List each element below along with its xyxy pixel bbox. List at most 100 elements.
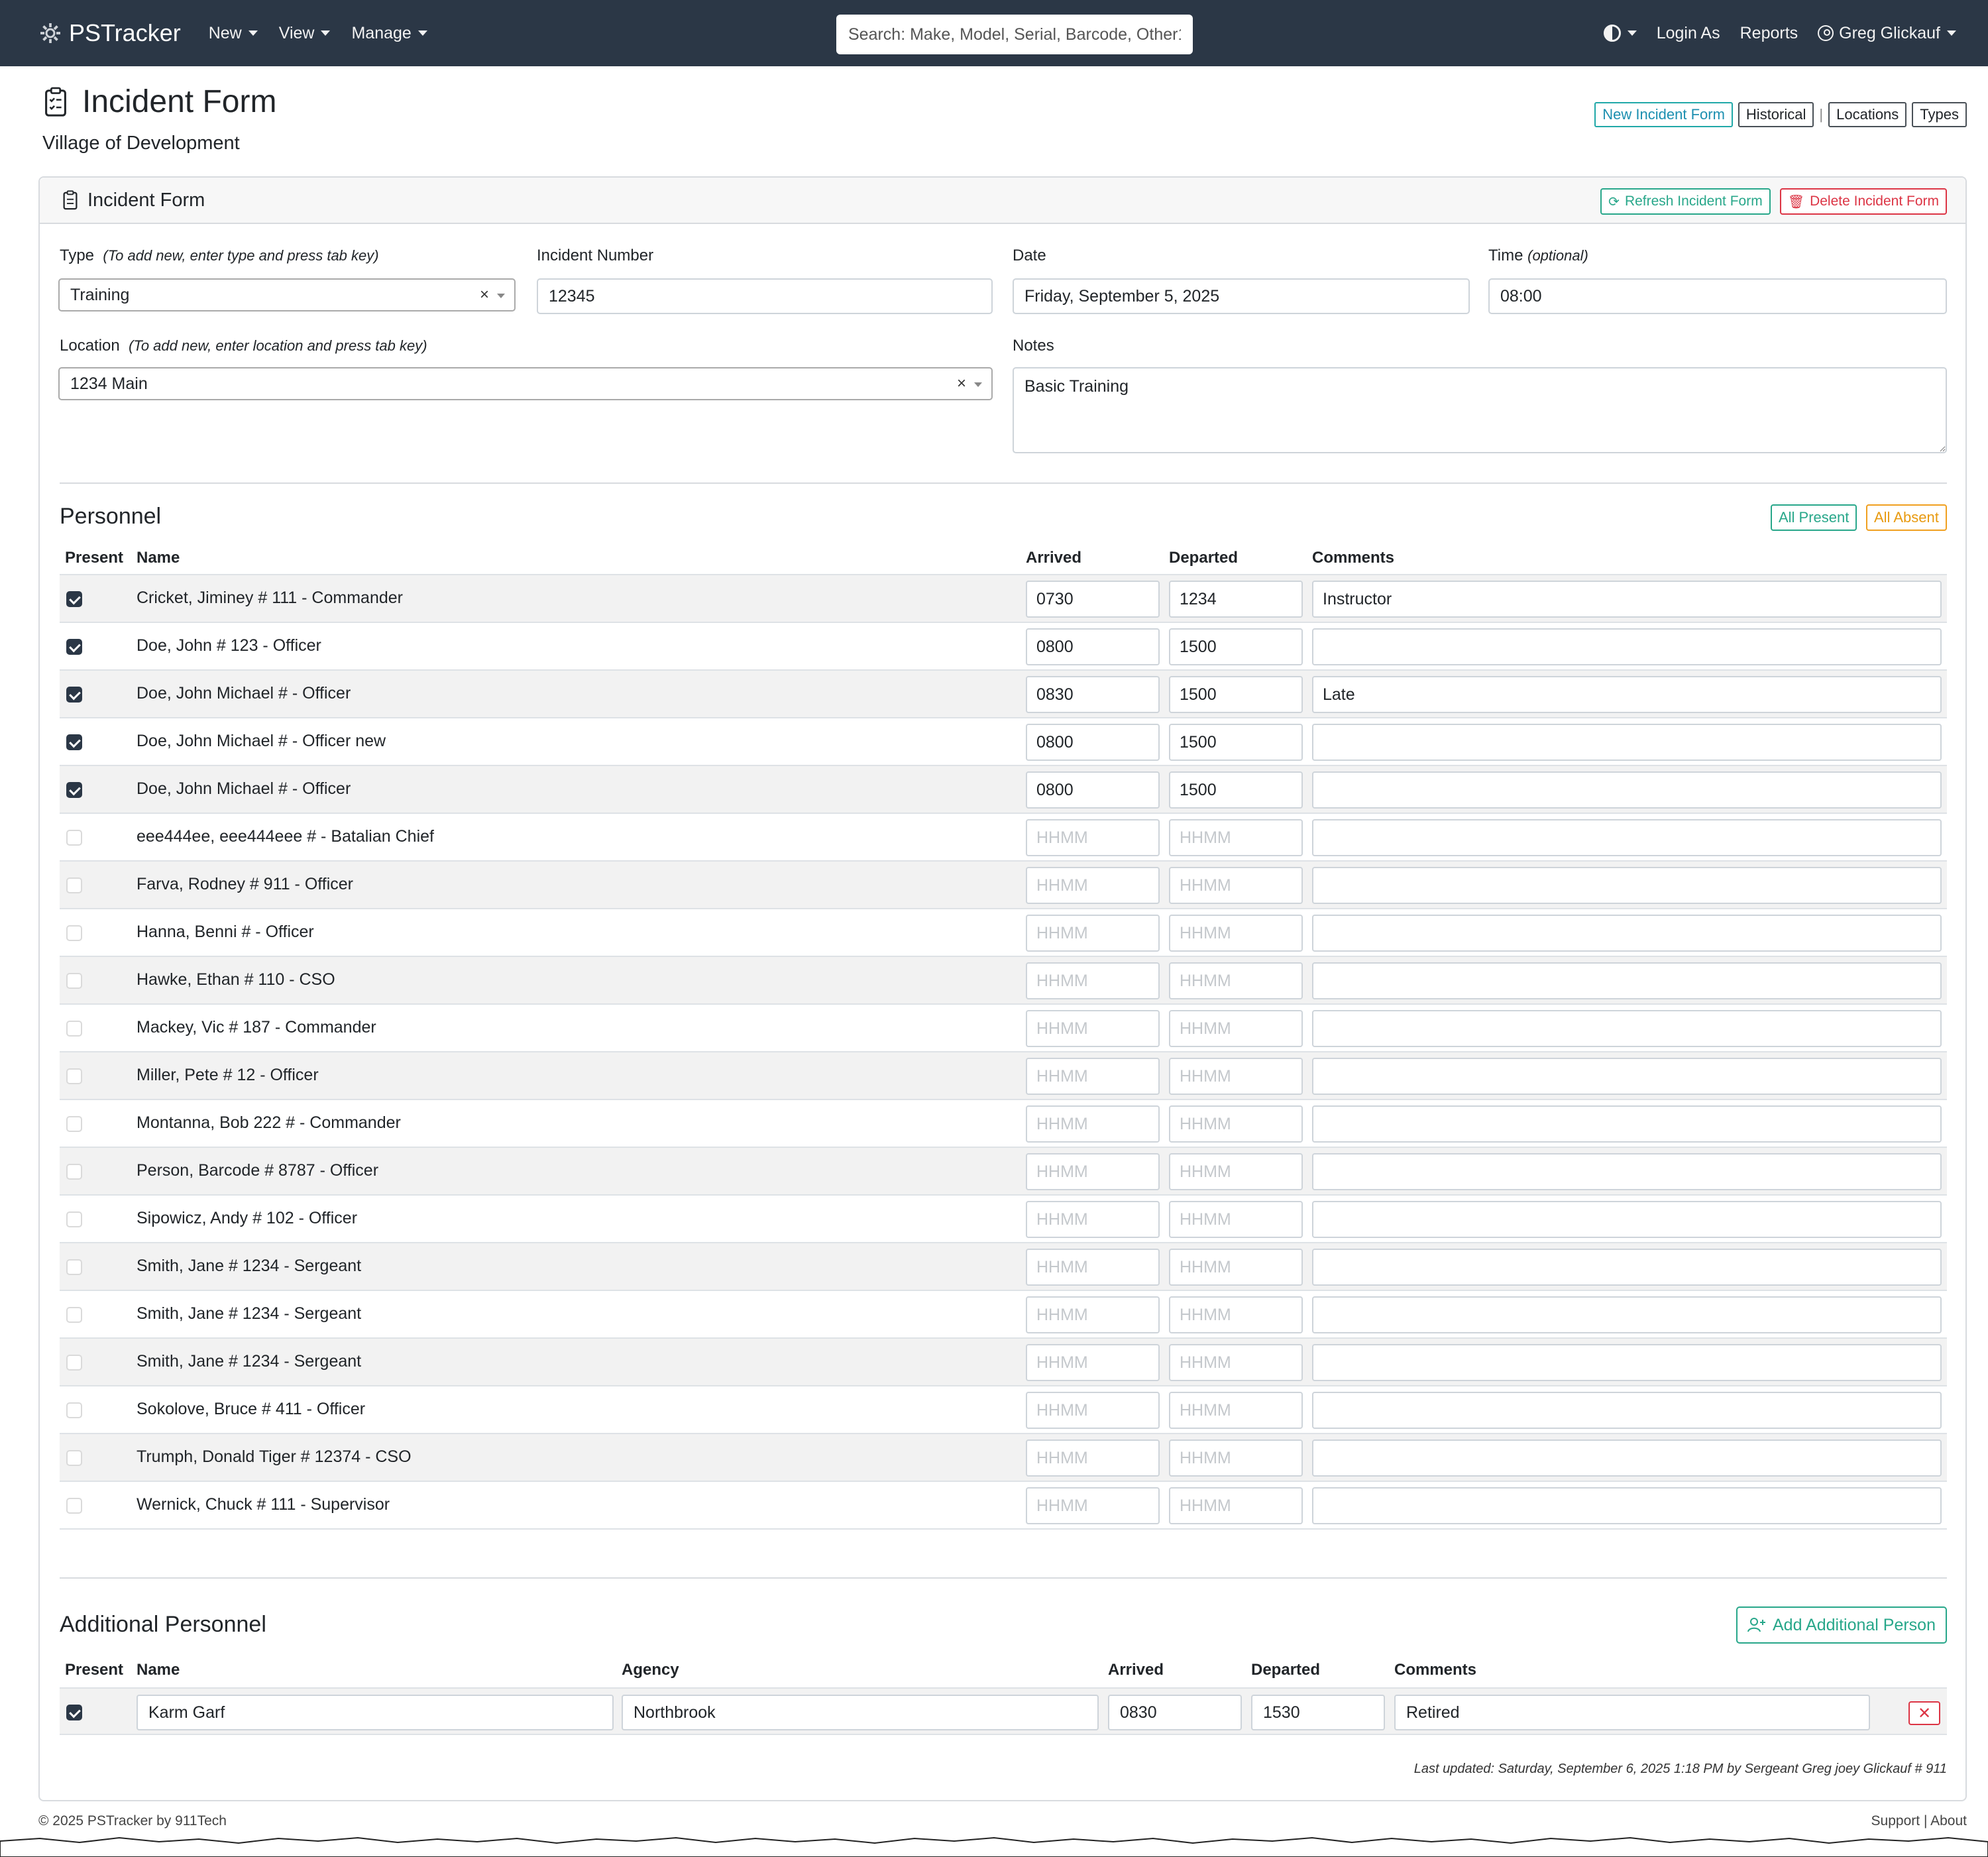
present-checkbox[interactable] [66, 973, 82, 989]
departed-field[interactable] [1169, 1010, 1303, 1047]
present-checkbox[interactable] [66, 877, 82, 893]
add-additional-person-button[interactable]: Add Additional Person [1736, 1606, 1947, 1644]
support-link[interactable]: Support [1871, 1813, 1920, 1829]
departed-field[interactable] [1169, 1105, 1303, 1143]
departed-field[interactable] [1169, 1058, 1303, 1095]
present-checkbox[interactable] [66, 734, 82, 750]
present-checkbox[interactable] [66, 1402, 82, 1418]
arrived-field[interactable] [1026, 819, 1160, 856]
present-checkbox[interactable] [66, 830, 82, 846]
departed-field[interactable] [1169, 1439, 1303, 1477]
present-checkbox[interactable] [66, 925, 82, 941]
departed-field[interactable] [1169, 867, 1303, 904]
all-present-button[interactable]: All Present [1771, 504, 1857, 531]
comments-field[interactable] [1312, 771, 1942, 809]
arrived-field[interactable] [1026, 724, 1160, 761]
new-incident-form-button[interactable]: New Incident Form [1594, 102, 1733, 127]
reports-link[interactable]: Reports [1740, 23, 1798, 42]
dropdown-arrow-icon[interactable] [497, 294, 505, 298]
present-checkbox[interactable] [66, 1355, 82, 1371]
additional-name-field[interactable] [137, 1695, 614, 1730]
delete-incident-form-button[interactable]: 🗑 Delete Incident Form [1779, 188, 1947, 215]
departed-field[interactable] [1169, 724, 1303, 761]
arrived-field[interactable] [1026, 1439, 1160, 1477]
present-checkbox[interactable] [66, 1259, 82, 1275]
comments-field[interactable] [1312, 1487, 1942, 1524]
present-checkbox[interactable] [66, 1116, 82, 1132]
menu-view[interactable]: View [279, 24, 331, 43]
additional-arrived-field[interactable] [1108, 1695, 1242, 1730]
menu-manage[interactable]: Manage [351, 24, 427, 43]
departed-field[interactable] [1169, 676, 1303, 713]
arrived-field[interactable] [1026, 1344, 1160, 1381]
comments-field[interactable] [1312, 819, 1942, 856]
search-input[interactable] [836, 15, 1193, 54]
departed-field[interactable] [1169, 771, 1303, 809]
notes-textarea[interactable]: Basic Training [1013, 367, 1947, 453]
present-checkbox[interactable] [66, 1450, 82, 1466]
comments-field[interactable] [1312, 1058, 1942, 1095]
user-menu[interactable]: Greg Glickauf [1818, 24, 1956, 43]
types-button[interactable]: Types [1912, 102, 1967, 127]
comments-field[interactable] [1312, 1153, 1942, 1190]
departed-field[interactable] [1169, 1487, 1303, 1524]
arrived-field[interactable] [1026, 1010, 1160, 1047]
arrived-field[interactable] [1026, 1153, 1160, 1190]
departed-field[interactable] [1169, 1201, 1303, 1238]
arrived-field[interactable] [1026, 581, 1160, 618]
all-absent-button[interactable]: All Absent [1866, 504, 1947, 531]
date-field[interactable] [1013, 278, 1470, 314]
dropdown-arrow-icon[interactable] [974, 382, 982, 387]
departed-field[interactable] [1169, 915, 1303, 952]
arrived-field[interactable] [1026, 1392, 1160, 1429]
comments-field[interactable] [1312, 724, 1942, 761]
arrived-field[interactable] [1026, 1249, 1160, 1286]
type-select[interactable]: Training × [58, 278, 516, 311]
present-checkbox[interactable] [66, 782, 82, 798]
present-checkbox[interactable] [66, 1021, 82, 1037]
comments-field[interactable] [1312, 867, 1942, 904]
incident-number-field[interactable] [537, 278, 993, 314]
departed-field[interactable] [1169, 628, 1303, 665]
menu-new[interactable]: New [209, 24, 258, 43]
comments-field[interactable] [1312, 628, 1942, 665]
present-checkbox[interactable] [66, 1307, 82, 1323]
present-checkbox[interactable] [66, 687, 82, 703]
arrived-field[interactable] [1026, 1058, 1160, 1095]
comments-field[interactable] [1312, 915, 1942, 952]
clear-type-icon[interactable]: × [479, 286, 489, 304]
departed-field[interactable] [1169, 1296, 1303, 1333]
comments-field[interactable] [1312, 1392, 1942, 1429]
arrived-field[interactable] [1026, 915, 1160, 952]
about-link[interactable]: About [1930, 1813, 1967, 1829]
departed-field[interactable] [1169, 819, 1303, 856]
comments-field[interactable] [1312, 962, 1942, 999]
refresh-incident-form-button[interactable]: ⟳ Refresh Incident Form [1600, 188, 1771, 215]
present-checkbox[interactable] [66, 1211, 82, 1227]
present-checkbox[interactable] [66, 591, 82, 607]
clear-location-icon[interactable]: × [956, 374, 966, 392]
additional-departed-field[interactable] [1251, 1695, 1385, 1730]
brand[interactable]: PSTracker [38, 19, 181, 47]
login-as-link[interactable]: Login As [1656, 23, 1720, 42]
present-checkbox[interactable] [66, 1164, 82, 1180]
locations-button[interactable]: Locations [1828, 102, 1907, 127]
arrived-field[interactable] [1026, 1487, 1160, 1524]
additional-comments-field[interactable] [1394, 1695, 1870, 1730]
arrived-field[interactable] [1026, 1296, 1160, 1333]
arrived-field[interactable] [1026, 867, 1160, 904]
comments-field[interactable] [1312, 581, 1942, 618]
historical-button[interactable]: Historical [1738, 102, 1814, 127]
arrived-field[interactable] [1026, 962, 1160, 999]
arrived-field[interactable] [1026, 628, 1160, 665]
arrived-field[interactable] [1026, 1201, 1160, 1238]
departed-field[interactable] [1169, 1392, 1303, 1429]
location-select[interactable]: 1234 Main × [58, 367, 993, 400]
remove-person-button[interactable]: ✕ [1908, 1701, 1940, 1725]
comments-field[interactable] [1312, 1201, 1942, 1238]
comments-field[interactable] [1312, 1439, 1942, 1477]
present-checkbox[interactable] [66, 1068, 82, 1084]
departed-field[interactable] [1169, 962, 1303, 999]
comments-field[interactable] [1312, 1105, 1942, 1143]
present-checkbox[interactable] [66, 1498, 82, 1514]
